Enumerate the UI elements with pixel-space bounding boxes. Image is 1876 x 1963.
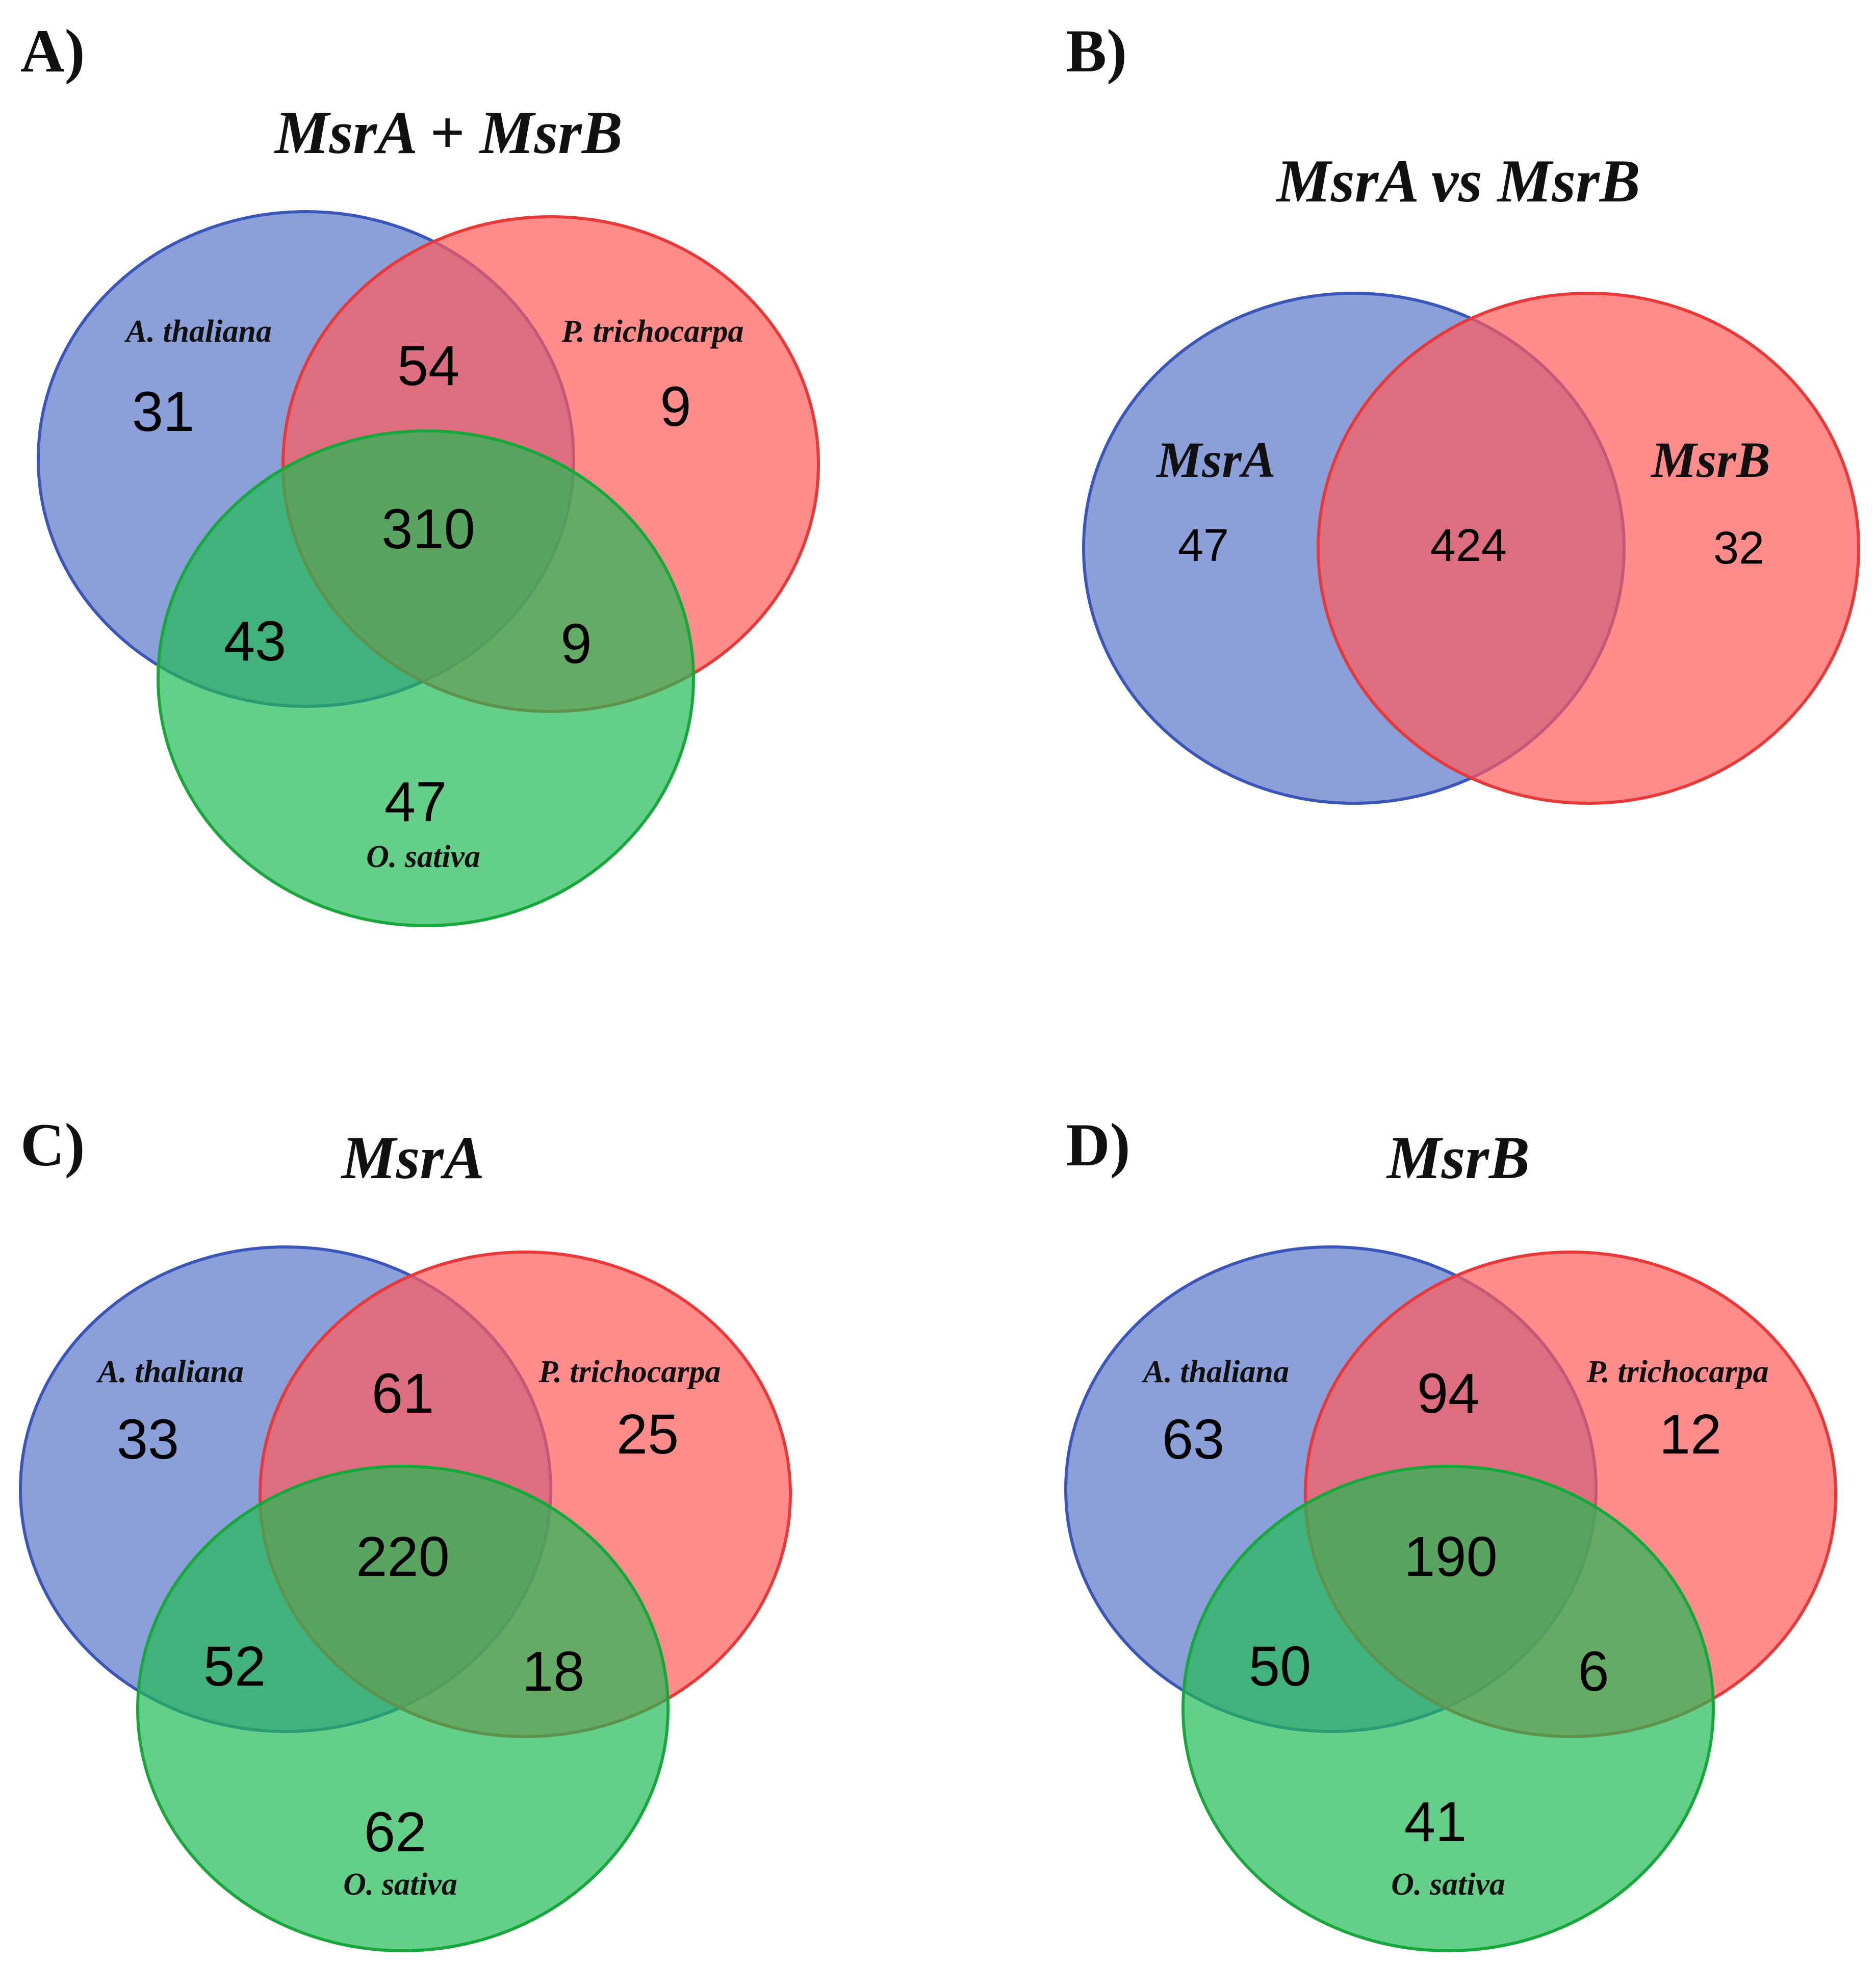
panel-a-count-a-thaliana-only: 31 xyxy=(132,380,194,443)
panel-c-count-a-thaliana-p-trichocarpa: 61 xyxy=(372,1362,434,1425)
panel-a-count-p-trichocarpa-o-sativa: 9 xyxy=(560,613,592,675)
panel-c-circle-o-sativa xyxy=(136,1465,670,1952)
panel-a-title: MsrA + MsrB xyxy=(274,98,623,166)
panel-d-count-o-sativa-only: 41 xyxy=(1404,1791,1467,1853)
panel-a-count-all-three: 310 xyxy=(381,498,475,560)
panel-c-count-p-trichocarpa-o-sativa: 18 xyxy=(522,1640,584,1703)
panel-d-circle-o-sativa xyxy=(1181,1465,1715,1952)
panel-a-count-a-thaliana-o-sativa: 43 xyxy=(224,610,286,673)
panel-c-label-o-sativa: O. sativa xyxy=(343,1867,457,1902)
panel-a-circle-o-sativa xyxy=(157,429,695,927)
panel-a-count-p-trichocarpa-only: 9 xyxy=(660,375,691,438)
panel-c-count-p-trichocarpa-only: 25 xyxy=(616,1403,679,1466)
panel-d-label: D) xyxy=(1066,1111,1130,1179)
panel-c: C) MsrA A. thaliana P. trichocarpa O. sa… xyxy=(19,1111,792,1952)
panel-a-label-p-trichocarpa: P. trichocarpa xyxy=(561,314,743,349)
panel-d-label-o-sativa: O. sativa xyxy=(1391,1867,1505,1902)
panel-b-label-msrb: MsrB xyxy=(1650,431,1770,488)
panel-a-label: A) xyxy=(20,17,85,85)
panel-c-count-a-thaliana-only: 33 xyxy=(117,1408,179,1471)
panel-c-count-all-three: 220 xyxy=(356,1525,450,1588)
panel-d-count-a-thaliana-p-trichocarpa: 94 xyxy=(1417,1362,1479,1425)
panel-b-count-msra-msrb: 424 xyxy=(1430,520,1507,571)
panel-c-count-a-thaliana-o-sativa: 52 xyxy=(203,1635,266,1698)
panel-c-title: MsrA xyxy=(341,1124,484,1191)
panel-d-count-p-trichocarpa-only: 12 xyxy=(1659,1403,1721,1466)
panel-b-title: MsrA vs MsrB xyxy=(1275,147,1640,215)
panel-d-count-a-thaliana-only: 63 xyxy=(1162,1408,1224,1471)
panel-a-label-a-thaliana: A. thaliana xyxy=(124,314,272,349)
panel-b-count-msra-only: 47 xyxy=(1178,520,1229,571)
panel-a-count-o-sativa-only: 47 xyxy=(384,771,447,833)
panel-c-count-o-sativa-only: 62 xyxy=(364,1801,426,1864)
panel-d-title: MsrB xyxy=(1386,1124,1530,1191)
panel-d-label-a-thaliana: A. thaliana xyxy=(1141,1355,1289,1389)
panel-d-label-p-trichocarpa: P. trichocarpa xyxy=(1586,1355,1768,1389)
panel-d: D) MsrB A. thaliana P. trichocarpa O. sa… xyxy=(1064,1111,1837,1952)
panel-c-label: C) xyxy=(20,1111,85,1179)
panel-d-count-p-trichocarpa-o-sativa: 6 xyxy=(1578,1640,1609,1703)
panel-d-count-a-thaliana-o-sativa: 50 xyxy=(1249,1635,1311,1698)
panel-a: A) MsrA + MsrB A. thaliana P. trichocarp… xyxy=(20,17,820,927)
panel-b-count-msrb-only: 32 xyxy=(1713,523,1764,574)
panel-a-count-a-thaliana-p-trichocarpa: 54 xyxy=(397,335,459,397)
panel-b-circle-msrb xyxy=(1317,292,1860,805)
panel-c-label-p-trichocarpa: P. trichocarpa xyxy=(538,1355,721,1389)
panel-d-count-all-three: 190 xyxy=(1404,1525,1498,1588)
panel-b: B) MsrA vs MsrB MsrA MsrB 47 424 32 xyxy=(1066,17,1860,805)
panel-a-label-o-sativa: O. sativa xyxy=(366,839,480,874)
panel-b-label: B) xyxy=(1066,17,1127,85)
panel-b-label-msra: MsrA xyxy=(1155,431,1275,488)
panel-c-label-a-thaliana: A. thaliana xyxy=(96,1355,244,1389)
